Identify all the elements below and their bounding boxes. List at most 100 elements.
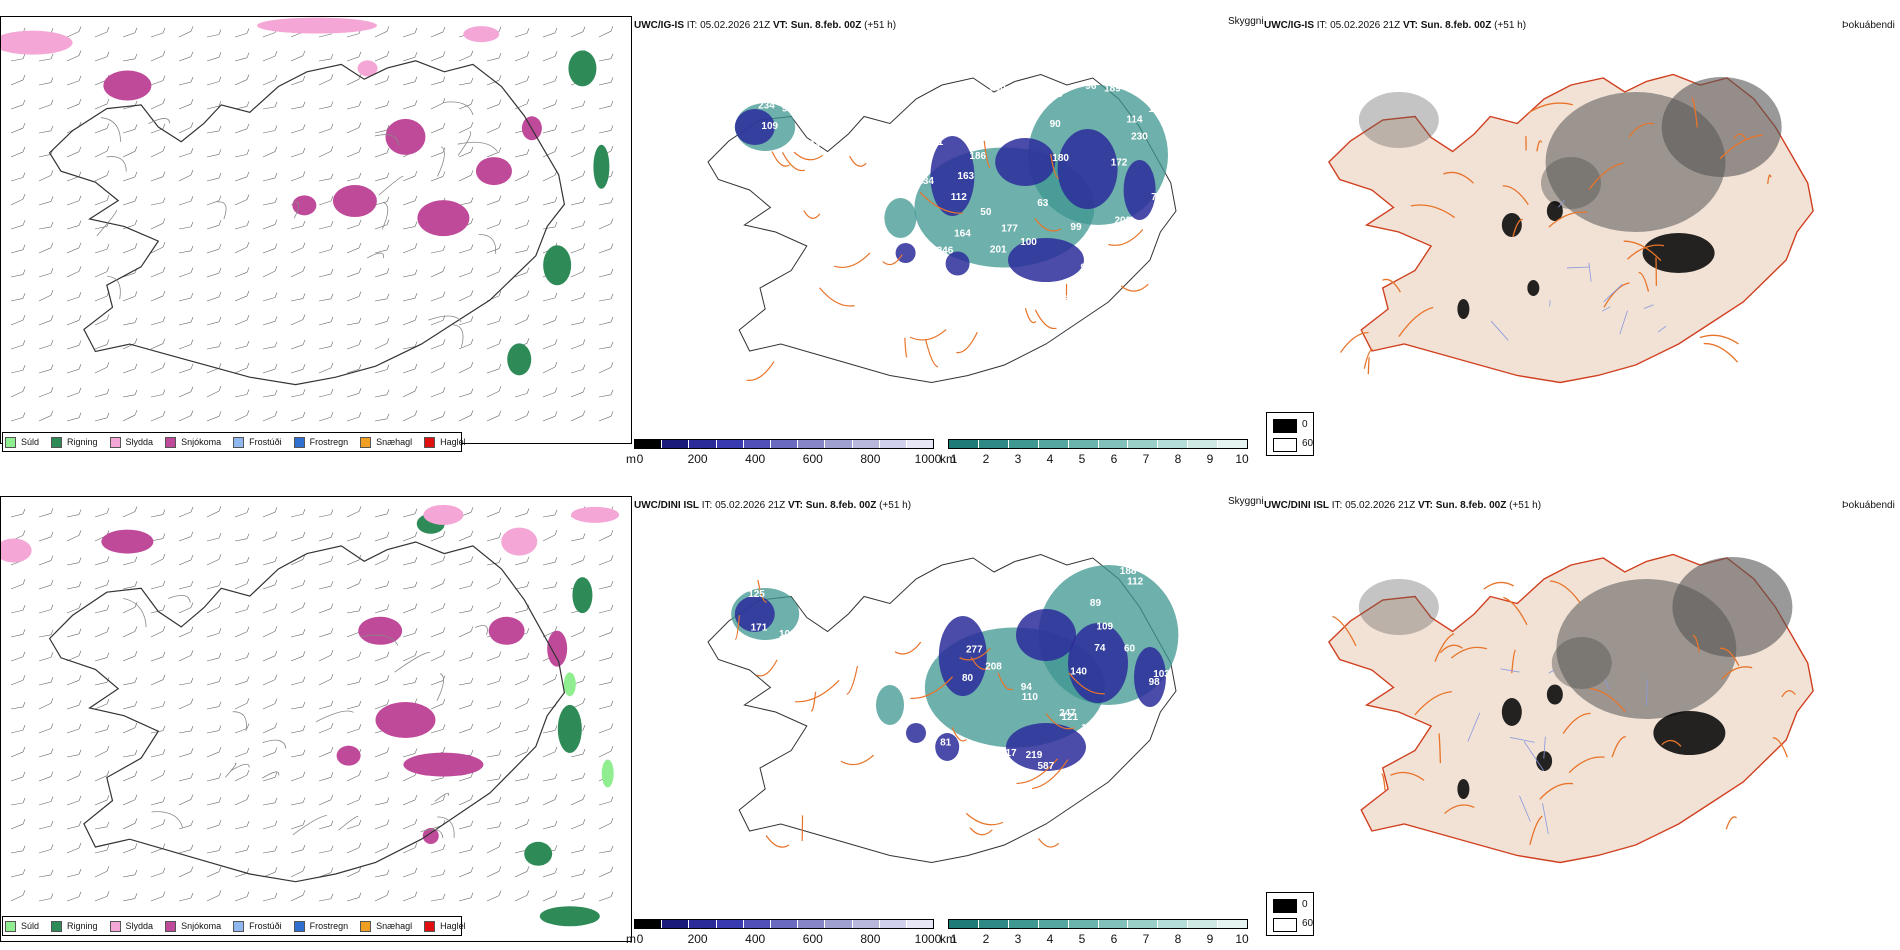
road-line [106,156,127,172]
wind-barb [234,821,250,830]
river-line [1566,266,1590,269]
wind-barb [234,149,250,158]
wind-barb [318,268,334,278]
wind-barb [542,820,558,830]
wind-barb [10,771,26,782]
cloud-base-height-label: 277 [966,644,983,655]
wind-barb [598,197,614,206]
wind-barb [430,627,446,638]
wind-barb [458,820,474,830]
wind-barb [346,578,362,590]
wind-barb [430,97,446,110]
wind-barb [262,316,278,326]
wind-barb [150,362,166,374]
precip-type-map[interactable] [0,496,632,942]
road-line [1527,102,1574,114]
colorbar-segment [852,440,880,448]
cloud-base-height-label: 73 [968,292,980,303]
wind-barb [542,411,558,422]
cloud-base-height-label: 109 [1096,621,1113,632]
fog-map[interactable] [1262,516,1900,916]
wind-barb [262,579,278,590]
wind-barb [486,75,502,86]
wind-barb [514,195,530,206]
wind-barb [402,531,418,542]
wind-barb [234,194,250,206]
wind-barb [10,412,26,422]
wind-barb [570,220,586,230]
wind-barb [94,845,110,854]
cloud-base-area [1016,609,1076,661]
road-line [1611,736,1626,758]
wind-barb [486,363,502,374]
precip-legend-item: Rigning [51,920,98,932]
river-line [1519,795,1531,822]
wind-barb [318,123,334,134]
colorbar-segment [662,920,690,928]
river-line [1603,283,1623,303]
wind-barb [206,52,222,62]
road-line [882,254,903,266]
colorbar-tick-label: 200 [687,452,708,466]
colorbar-segment [743,920,771,928]
wind-barb [542,890,558,902]
wind-barb [94,170,110,182]
road-line [167,594,191,603]
wind-barb [262,820,278,830]
wind-barb [262,265,278,278]
wind-barb [402,650,418,662]
precip-legend-label: Frostúði [249,437,282,447]
wind-barb [150,553,166,566]
cloud-base-height-label: 127 [1143,565,1160,576]
precip-legend-item: Frostregn [293,920,348,932]
wind-barb [542,725,558,734]
snow-area [358,616,403,645]
colorbar-unit: m [626,932,636,946]
road-line [338,816,359,831]
precip-legend-item: Frostúði [233,436,282,448]
road-line [437,816,455,838]
road-line [1045,713,1075,730]
wind-barb [66,723,82,734]
wind-barb [290,50,306,62]
cloud-base-height-label: 114 [1126,115,1143,126]
wind-barb [346,172,362,182]
wind-barb [38,364,54,374]
wind-barb [122,556,138,566]
fog-map[interactable] [1262,36,1900,436]
cloud-base-height-label: 119 [1047,89,1064,100]
precip-legend-swatch [233,436,245,448]
cloud-cover-map[interactable]: 234 85 91 99 109 133 177 96 99 114 186 134 172 201 246… [632,36,1262,436]
wind-barb [94,724,110,734]
wind-barb [346,892,362,902]
precip-legend-swatch [293,920,305,932]
wind-barb [346,770,362,782]
road-line [1661,739,1682,747]
wind-barb [570,410,586,422]
precip-type-map[interactable] [0,16,632,444]
cloud-base-height-label: 101 [927,137,944,148]
wind-barb [598,293,614,302]
wind-barb [402,410,418,422]
road-line [983,140,991,169]
cloud-cover-map[interactable]: 243 216 171 125 168 109 98 208 110 103 81 89 94 247 74… [632,516,1262,916]
cloud-base-height-label: 90 [1050,119,1062,130]
precip-legend-label: Slydda [125,921,154,931]
wind-barb [458,267,474,278]
wind-barb [290,124,306,134]
road-line [1548,211,1588,228]
road-line [1626,244,1664,260]
wind-barb [486,52,502,62]
wind-barb [458,700,474,710]
wind-barb [10,146,26,158]
precip-legend-label: Súld [21,437,40,447]
wind-barb [178,892,194,902]
wind-barb [122,338,138,350]
wind-barb [346,677,362,686]
road-line [1120,283,1149,292]
cloud-base-height-label: 89 [1090,598,1102,609]
wind-barb [318,893,334,902]
wind-barb [122,602,138,614]
wind-barb [10,651,26,662]
wind-barb [66,75,82,86]
